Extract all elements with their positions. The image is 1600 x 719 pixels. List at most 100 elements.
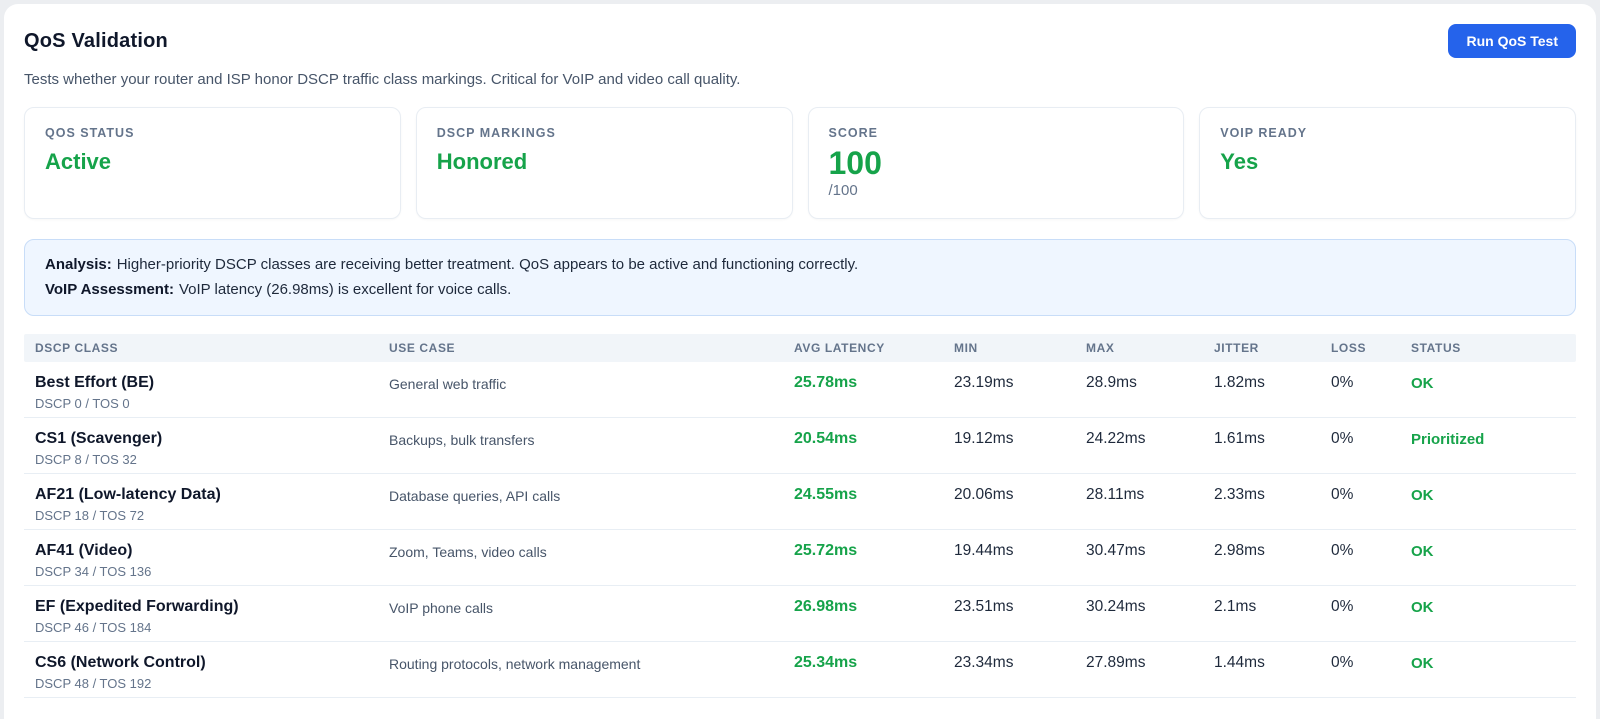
col-header-status: STATUS xyxy=(1411,341,1461,355)
min-latency-cell: 23.34ms xyxy=(954,654,1014,671)
jitter-cell: 2.1ms xyxy=(1214,598,1257,615)
table-row: Best Effort (BE) DSCP 0 / TOS 0 General … xyxy=(24,362,1576,418)
analysis-line: Analysis: Higher-priority DSCP classes ar… xyxy=(45,252,1555,277)
qos-table-body: Best Effort (BE) DSCP 0 / TOS 0 General … xyxy=(24,362,1576,698)
status-cell: Prioritized xyxy=(1411,431,1485,448)
stats-grid: QOS STATUS Active DSCP MARKINGS Honored … xyxy=(24,107,1576,219)
loss-cell: 0% xyxy=(1331,542,1354,559)
jitter-cell: 2.33ms xyxy=(1214,486,1265,503)
dscp-class-name: Best Effort (BE) xyxy=(35,374,155,391)
dscp-class-cell: Best Effort (BE) DSCP 0 / TOS 0 xyxy=(24,362,378,411)
dscp-results-table: DSCP CLASS USE CASE AVG LATENCY MIN MAX … xyxy=(24,334,1576,698)
dscp-class-name: CS6 (Network Control) xyxy=(35,654,206,671)
analysis-callout: Analysis: Higher-priority DSCP classes ar… xyxy=(24,239,1576,316)
status-cell: OK xyxy=(1411,655,1434,672)
panel-header: QoS Validation Run QoS Test xyxy=(24,4,1576,58)
use-case-cell: Zoom, Teams, video calls xyxy=(389,544,547,560)
loss-cell: 0% xyxy=(1331,430,1354,447)
use-case-cell: Database queries, API calls xyxy=(389,488,561,504)
max-latency-cell: 28.9ms xyxy=(1086,374,1137,391)
jitter-cell: 1.82ms xyxy=(1214,374,1265,391)
min-latency-cell: 23.19ms xyxy=(954,374,1014,391)
jitter-cell: 1.61ms xyxy=(1214,430,1265,447)
dscp-class-cell: AF21 (Low-latency Data) DSCP 18 / TOS 72 xyxy=(24,474,378,523)
min-latency-cell: 20.06ms xyxy=(954,486,1014,503)
col-header-jitter: JITTER xyxy=(1214,341,1259,355)
avg-latency-cell: 26.98ms xyxy=(794,598,858,615)
stat-value: 100 xyxy=(828,145,882,181)
stat-label: SCORE xyxy=(828,126,878,140)
dscp-tos-code: DSCP 46 / TOS 184 xyxy=(35,620,152,635)
dscp-tos-code: DSCP 8 / TOS 32 xyxy=(35,452,137,467)
dscp-tos-code: DSCP 18 / TOS 72 xyxy=(35,508,145,523)
analysis-label: Analysis: xyxy=(45,256,112,273)
dscp-class-cell: CS1 (Scavenger) DSCP 8 / TOS 32 xyxy=(24,418,378,467)
loss-cell: 0% xyxy=(1331,598,1354,615)
dscp-class-name: EF (Expedited Forwarding) xyxy=(35,598,239,615)
stat-card-qos-status: QOS STATUS Active xyxy=(24,107,401,219)
max-latency-cell: 30.24ms xyxy=(1086,598,1146,615)
loss-cell: 0% xyxy=(1331,654,1354,671)
dscp-tos-code: DSCP 34 / TOS 136 xyxy=(35,564,152,579)
table-header-row: DSCP CLASS USE CASE AVG LATENCY MIN MAX … xyxy=(24,334,1576,362)
max-latency-cell: 24.22ms xyxy=(1086,430,1146,447)
stat-card-dscp-markings: DSCP MARKINGS Honored xyxy=(415,107,793,219)
voip-assessment-label: VoIP Assessment: xyxy=(45,281,174,298)
use-case-cell: VoIP phone calls xyxy=(389,600,494,616)
jitter-cell: 1.44ms xyxy=(1214,654,1265,671)
voip-assessment-text: VoIP latency (26.98ms) is excellent for … xyxy=(178,281,512,298)
dscp-class-name: CS1 (Scavenger) xyxy=(35,430,163,447)
col-header-max: MAX xyxy=(1086,341,1115,355)
stat-card-score: SCORE 100 /100 xyxy=(807,107,1185,219)
status-cell: OK xyxy=(1411,375,1434,392)
col-header-loss: LOSS xyxy=(1331,341,1367,355)
qos-validation-panel: QoS Validation Run QoS Test Tests whethe… xyxy=(4,4,1596,719)
avg-latency-cell: 24.55ms xyxy=(794,486,858,503)
stat-label: QOS STATUS xyxy=(45,126,135,140)
max-latency-cell: 27.89ms xyxy=(1086,654,1146,671)
run-qos-test-button[interactable]: Run QoS Test xyxy=(1448,24,1576,58)
min-latency-cell: 23.51ms xyxy=(954,598,1014,615)
table-row: CS1 (Scavenger) DSCP 8 / TOS 32 Backups,… xyxy=(24,418,1576,474)
table-row: CS6 (Network Control) DSCP 48 / TOS 192 … xyxy=(24,642,1576,698)
max-latency-cell: 28.11ms xyxy=(1086,486,1145,503)
use-case-cell: General web traffic xyxy=(389,376,507,392)
loss-cell: 0% xyxy=(1331,374,1354,391)
avg-latency-cell: 25.72ms xyxy=(794,542,858,559)
stat-label: VOIP READY xyxy=(1220,126,1308,140)
analysis-text: Higher-priority DSCP classes are receivi… xyxy=(116,256,859,273)
avg-latency-cell: 20.54ms xyxy=(794,430,858,447)
stat-value: Yes xyxy=(1220,149,1259,174)
status-cell: OK xyxy=(1411,487,1434,504)
page-subtitle: Tests whether your router and ISP honor … xyxy=(24,71,741,88)
use-case-cell: Routing protocols, network management xyxy=(389,656,641,672)
status-cell: OK xyxy=(1411,543,1434,560)
col-header-use-case: USE CASE xyxy=(389,341,456,355)
jitter-cell: 2.98ms xyxy=(1214,542,1265,559)
stat-card-voip-ready: VOIP READY Yes xyxy=(1199,107,1576,219)
table-row: AF21 (Low-latency Data) DSCP 18 / TOS 72… xyxy=(24,474,1576,530)
col-header-dscp-class: DSCP CLASS xyxy=(35,341,119,355)
use-case-cell: Backups, bulk transfers xyxy=(389,432,535,448)
min-latency-cell: 19.12ms xyxy=(954,430,1014,447)
dscp-class-cell: EF (Expedited Forwarding) DSCP 46 / TOS … xyxy=(24,586,378,635)
col-header-min: MIN xyxy=(954,341,978,355)
dscp-tos-code: DSCP 0 / TOS 0 xyxy=(35,396,130,411)
stat-suffix: /100 xyxy=(828,182,858,199)
loss-cell: 0% xyxy=(1331,486,1354,503)
table-row: EF (Expedited Forwarding) DSCP 46 / TOS … xyxy=(24,586,1576,642)
max-latency-cell: 30.47ms xyxy=(1086,542,1146,559)
voip-assessment-line: VoIP Assessment: VoIP latency (26.98ms) i… xyxy=(45,277,1555,302)
min-latency-cell: 19.44ms xyxy=(954,542,1014,559)
stat-value: Active xyxy=(45,149,112,174)
stat-label: DSCP MARKINGS xyxy=(436,126,556,140)
dscp-class-name: AF21 (Low-latency Data) xyxy=(35,486,221,503)
table-row: AF41 (Video) DSCP 34 / TOS 136 Zoom, Tea… xyxy=(24,530,1576,586)
dscp-class-cell: CS6 (Network Control) DSCP 48 / TOS 192 xyxy=(24,642,378,691)
avg-latency-cell: 25.34ms xyxy=(794,654,858,671)
stat-value: Honored xyxy=(436,149,528,174)
dscp-tos-code: DSCP 48 / TOS 192 xyxy=(35,676,152,691)
dscp-class-name: AF41 (Video) xyxy=(35,542,133,559)
dscp-class-cell: AF41 (Video) DSCP 34 / TOS 136 xyxy=(24,530,378,579)
avg-latency-cell: 25.78ms xyxy=(794,374,858,391)
